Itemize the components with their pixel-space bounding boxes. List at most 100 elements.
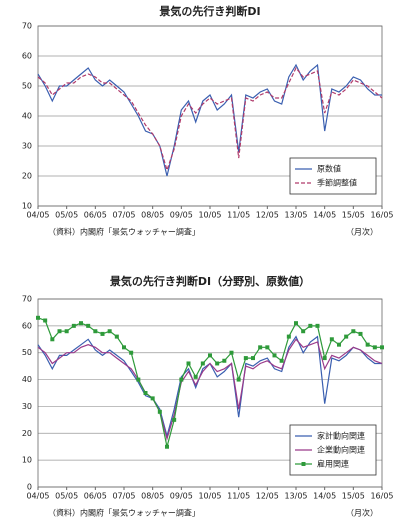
y-tick-label: 0 [27, 483, 32, 492]
point-marker [251, 356, 255, 361]
x-tick-label: 15/05 [342, 211, 365, 220]
point-marker [86, 323, 91, 328]
point-marker [43, 318, 48, 323]
legend-label: 企業動向関連 [317, 445, 365, 455]
point-marker [36, 315, 40, 320]
point-marker [358, 331, 363, 336]
point-marker [136, 377, 141, 382]
legend-label: 雇用関連 [317, 459, 349, 469]
x-tick-label: 05/05 [55, 211, 78, 220]
series-line [37, 66, 383, 172]
x-tick-label: 05/05 [55, 492, 78, 501]
series-line [37, 335, 382, 439]
point-marker [329, 337, 334, 342]
point-marker [179, 377, 184, 382]
point-marker [308, 323, 313, 328]
point-marker [380, 345, 384, 350]
point-marker [301, 329, 306, 334]
x-tick-label: 06/05 [84, 211, 107, 220]
point-marker [186, 361, 191, 366]
x-tick-label: 06/05 [84, 492, 107, 501]
y-tick-label: 70 [22, 22, 32, 31]
point-marker [243, 356, 248, 361]
x-tick-label: 15/05 [342, 492, 365, 501]
x-tick-label: 09/05 [170, 492, 193, 501]
point-marker [215, 361, 220, 366]
legend-box [289, 157, 377, 195]
point-marker [265, 345, 270, 350]
point-marker [122, 345, 126, 350]
point-marker [157, 409, 162, 414]
x-tick-label: 04/05 [26, 492, 49, 501]
x-tick-label: 09/05 [170, 211, 193, 220]
point-marker [165, 444, 169, 449]
y-tick-label: 50 [22, 348, 32, 357]
point-marker [351, 329, 356, 334]
x-tick-label: 12/05 [256, 492, 279, 501]
x-tick-label: 08/05 [141, 492, 164, 501]
y-tick-label: 70 [22, 295, 32, 304]
point-marker [208, 353, 212, 358]
point-marker [200, 361, 205, 366]
y-tick-label: 10 [22, 456, 32, 465]
x-tick-label: 10/05 [198, 492, 221, 501]
point-marker [129, 350, 134, 355]
chart-title: 景気の先行き判断DI（分野別、原数値） [109, 274, 310, 288]
y-tick-label: 60 [22, 52, 32, 61]
point-marker [172, 417, 177, 422]
y-tick-label: 40 [22, 375, 32, 384]
point-marker [222, 358, 227, 363]
y-tick-label: 40 [22, 112, 32, 121]
y-tick-label: 60 [22, 321, 32, 330]
point-marker [107, 329, 112, 334]
point-marker [114, 334, 119, 339]
y-tick-label: 10 [22, 202, 32, 211]
legend-label: 家計動向関連 [317, 431, 365, 441]
source-note: （資料）内閣府「景気ウォッチャー調査」 [48, 227, 200, 237]
y-tick-label: 30 [22, 142, 32, 151]
point-marker [71, 323, 76, 328]
point-marker [337, 342, 341, 347]
point-marker [258, 345, 263, 350]
chart-title: 景気の先行き判断DI [158, 4, 260, 18]
legend-label: 季節調整値 [317, 178, 357, 188]
x-tick-label: 13/05 [284, 211, 307, 220]
x-tick-label: 14/05 [313, 492, 336, 501]
point-marker [50, 337, 55, 342]
point-marker [229, 350, 234, 355]
y-tick-label: 50 [22, 82, 32, 91]
point-marker [100, 331, 105, 336]
x-tick-label: 16/05 [370, 211, 393, 220]
y-tick-label: 30 [22, 402, 32, 411]
point-marker [143, 391, 148, 395]
point-marker [93, 329, 98, 334]
x-tick-label: 14/05 [313, 211, 336, 220]
point-marker [365, 342, 370, 347]
y-tick-label: 20 [22, 172, 32, 181]
x-tick-label: 12/05 [256, 211, 279, 220]
series-line [37, 338, 383, 441]
legend-marker [301, 462, 306, 466]
x-tick-label: 07/05 [112, 492, 135, 501]
point-marker [193, 374, 198, 379]
y-tick-label: 20 [22, 429, 32, 438]
x-tick-label: 16/05 [370, 492, 393, 501]
source-note: （資料）内閣府「景気ウォッチャー調査」 [48, 508, 200, 518]
x-axis-label: （月次） [346, 508, 378, 518]
point-marker [64, 329, 69, 334]
point-marker [150, 396, 155, 401]
series-line [37, 63, 382, 177]
x-tick-label: 11/05 [227, 211, 250, 220]
point-marker [57, 329, 62, 334]
point-marker [294, 321, 298, 326]
x-tick-label: 13/05 [284, 492, 307, 501]
point-marker [344, 334, 349, 339]
x-tick-label: 10/05 [198, 211, 221, 220]
legend-label: 原数値 [317, 164, 341, 174]
x-tick-label: 04/05 [26, 211, 49, 220]
point-marker [279, 358, 284, 363]
point-marker [272, 353, 277, 358]
x-tick-label: 07/05 [112, 211, 135, 220]
point-marker [372, 345, 377, 350]
